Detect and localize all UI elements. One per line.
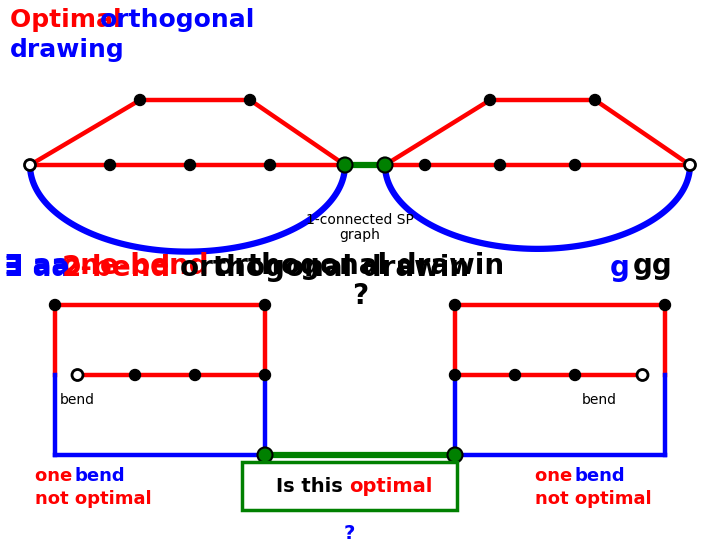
Circle shape bbox=[495, 159, 505, 171]
Circle shape bbox=[420, 159, 431, 171]
Text: 2-bend: 2-bend bbox=[62, 254, 171, 282]
Text: bend: bend bbox=[60, 393, 95, 407]
Circle shape bbox=[259, 369, 271, 381]
Circle shape bbox=[184, 159, 196, 171]
Circle shape bbox=[590, 94, 600, 105]
Circle shape bbox=[104, 159, 115, 171]
Circle shape bbox=[130, 369, 140, 381]
Text: bend: bend bbox=[75, 467, 125, 485]
Circle shape bbox=[448, 448, 462, 462]
Circle shape bbox=[264, 159, 276, 171]
Text: ∃ aa: ∃ aa bbox=[4, 254, 70, 282]
Text: one-bend: one-bend bbox=[62, 252, 210, 280]
Text: Is this: Is this bbox=[276, 476, 349, 496]
Text: orthogonal drawin: orthogonal drawin bbox=[215, 252, 504, 280]
Text: ∃ aa: ∃ aa bbox=[4, 252, 70, 280]
Circle shape bbox=[570, 159, 580, 171]
Text: drawing: drawing bbox=[10, 38, 125, 62]
Text: orthogonal drawin: orthogonal drawin bbox=[180, 254, 469, 282]
Circle shape bbox=[135, 94, 145, 105]
Text: orthogonal: orthogonal bbox=[100, 8, 256, 32]
Text: graph: graph bbox=[340, 228, 380, 242]
Circle shape bbox=[570, 369, 580, 381]
Text: bend: bend bbox=[582, 393, 617, 407]
Circle shape bbox=[338, 158, 353, 172]
Text: g: g bbox=[610, 254, 630, 282]
Circle shape bbox=[485, 94, 495, 105]
Circle shape bbox=[637, 369, 648, 381]
Text: 1-connected SP: 1-connected SP bbox=[306, 213, 414, 227]
Text: not optimal: not optimal bbox=[535, 490, 652, 508]
FancyBboxPatch shape bbox=[242, 462, 457, 510]
Circle shape bbox=[258, 448, 272, 462]
Circle shape bbox=[685, 159, 696, 171]
Text: ?: ? bbox=[352, 282, 368, 310]
Circle shape bbox=[660, 300, 670, 310]
Text: not optimal: not optimal bbox=[35, 490, 152, 508]
Circle shape bbox=[72, 369, 83, 381]
Circle shape bbox=[449, 369, 461, 381]
Text: one: one bbox=[35, 467, 78, 485]
Circle shape bbox=[189, 369, 200, 381]
Text: optimal: optimal bbox=[349, 476, 433, 496]
Text: gg: gg bbox=[633, 252, 672, 280]
Circle shape bbox=[377, 158, 392, 172]
Circle shape bbox=[24, 159, 35, 171]
Circle shape bbox=[50, 300, 60, 310]
Text: bend: bend bbox=[575, 467, 626, 485]
Circle shape bbox=[245, 94, 256, 105]
Circle shape bbox=[510, 369, 521, 381]
Circle shape bbox=[259, 300, 271, 310]
Text: one: one bbox=[535, 467, 578, 485]
Circle shape bbox=[449, 300, 461, 310]
Text: Optimal: Optimal bbox=[10, 8, 130, 32]
Text: ?: ? bbox=[344, 524, 355, 540]
